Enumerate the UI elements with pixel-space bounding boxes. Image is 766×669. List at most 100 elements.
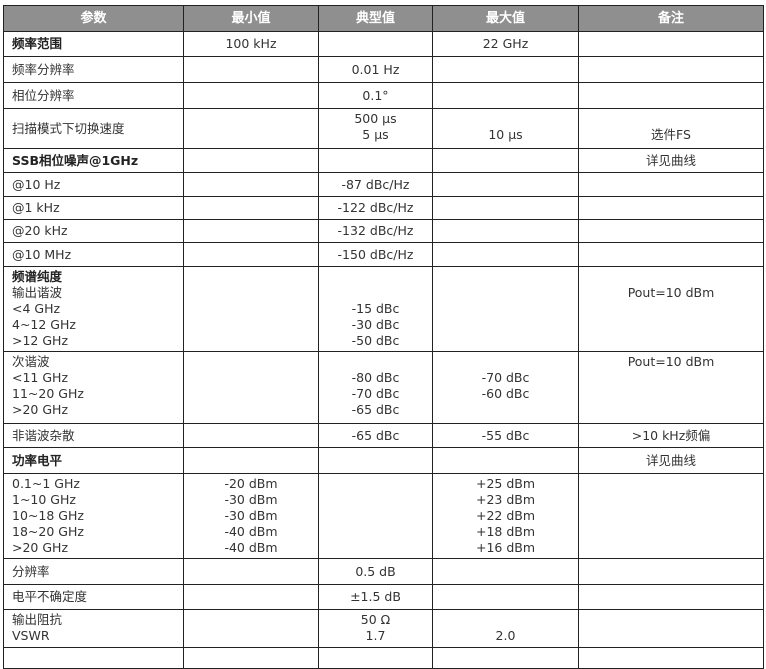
cell-line: -80 dBc <box>351 370 400 385</box>
cell-typical: -87 dBc/Hz <box>318 172 433 197</box>
cell-min <box>183 219 319 243</box>
cell-line: 1~10 GHz <box>12 492 76 507</box>
cell-line <box>190 301 312 317</box>
cell-min <box>183 447 319 474</box>
cell-min <box>183 647 319 669</box>
cell-line: @1 kHz <box>12 200 60 215</box>
cell-line: >10 kHz频偏 <box>631 427 711 443</box>
cell-notes <box>578 172 764 197</box>
cell-notes <box>578 56 764 83</box>
cell-max <box>432 219 579 243</box>
cell-typical <box>318 647 433 669</box>
cell-typical: -122 dBc/Hz <box>318 196 433 220</box>
cell-line: 分辨率 <box>12 563 50 579</box>
cell-min <box>183 196 319 220</box>
cell-line: -20 dBm <box>224 476 278 491</box>
cell-line <box>190 62 312 78</box>
cell-line <box>439 453 572 469</box>
cell-line <box>325 153 426 169</box>
cell-line: -40 dBm <box>224 540 278 555</box>
table-row: 频率分辨率 0.01 Hz <box>3 56 764 83</box>
cell-line: 输出阻抗 <box>12 612 63 627</box>
cell-max <box>432 647 579 669</box>
cell-line <box>439 223 572 239</box>
cell-line <box>585 370 757 386</box>
cell-typical: 500 μs 5 μs <box>318 108 433 149</box>
cell-notes <box>578 31 764 57</box>
cell-param: 分辨率 <box>3 558 184 585</box>
cell-line: 详见曲线 <box>645 452 696 468</box>
cell-line <box>190 428 312 444</box>
cell-notes: >10 kHz频偏 <box>578 423 764 448</box>
cell-line <box>439 354 572 370</box>
cell-line <box>439 564 572 580</box>
cell-line: @10 MHz <box>12 246 72 262</box>
cell-line <box>325 354 426 370</box>
cell-max <box>432 447 579 474</box>
cell-min: -20 dBm -30 dBm -30 dBm -40 dBm -40 dBm <box>183 473 319 559</box>
cell-line <box>190 121 312 137</box>
cell-max: -70 dBc -60 dBc <box>432 351 579 424</box>
cell-min: 100 kHz <box>183 31 319 57</box>
table-row: @10 Hz -87 dBc/Hz <box>3 172 764 197</box>
cell-min <box>183 266 319 352</box>
cell-line <box>585 247 757 263</box>
cell-line <box>190 453 312 469</box>
cell-line <box>585 88 757 104</box>
cell-line <box>585 200 757 216</box>
cell-min <box>183 584 319 610</box>
cell-param: @10 Hz <box>3 172 184 197</box>
cell-line: 电平不确定度 <box>12 589 88 604</box>
cell-notes <box>578 196 764 220</box>
cell-notes <box>578 609 764 648</box>
cell-max: 10 μs <box>432 108 579 149</box>
header-max: 最大值 <box>432 5 579 32</box>
cell-param: @10 MHz <box>3 242 184 267</box>
cell-max <box>432 242 579 267</box>
cell-line: Pout=10 dBm <box>627 285 715 300</box>
header-typical: 典型值 <box>318 5 433 32</box>
cell-line <box>190 153 312 169</box>
cell-line: 输出谐波 <box>12 285 63 300</box>
cell-notes <box>578 558 764 585</box>
cell-typical: ±1.5 dB <box>318 584 433 610</box>
cell-line: 相位分辨率 <box>12 87 75 103</box>
cell-line: +25 dBm <box>475 476 536 491</box>
cell-line: <4 GHz <box>12 301 61 316</box>
cell-min <box>183 558 319 585</box>
cell-line: -87 dBc/Hz <box>341 176 410 192</box>
cell-line <box>585 36 757 52</box>
table-row: @1 kHz -122 dBc/Hz <box>3 196 764 220</box>
table-row: @10 MHz -150 dBc/Hz <box>3 242 764 267</box>
cell-line <box>585 564 757 580</box>
cell-typical: 50 Ω 1.7 <box>318 609 433 648</box>
cell-min <box>183 423 319 448</box>
cell-line <box>585 621 757 637</box>
cell-param: 输出阻抗 VSWR <box>3 609 184 648</box>
cell-line <box>585 269 757 285</box>
table-row: 0.1~1 GHz 1~10 GHz 10~18 GHz 18~20 GHz >20 G… <box>3 473 764 559</box>
cell-max <box>432 196 579 220</box>
cell-max <box>432 56 579 83</box>
cell-line: 5 μs <box>362 127 389 142</box>
cell-line: 0.1° <box>362 87 389 103</box>
cell-line <box>190 380 312 396</box>
cell-line: -70 dBc <box>351 386 400 401</box>
cell-line: 2.0 <box>495 628 516 643</box>
cell-param: 相位分辨率 <box>3 82 184 109</box>
cell-line: -65 dBc <box>351 402 400 417</box>
cell-line: -30 dBm <box>224 508 278 523</box>
cell-line <box>190 177 312 193</box>
cell-notes: 选件FS <box>578 108 764 149</box>
cell-line: -15 dBc <box>351 301 400 316</box>
cell-line <box>439 88 572 104</box>
cell-max <box>432 584 579 610</box>
cell-param: 频谱纯度 输出谐波 <4 GHz 4~12 GHz >12 GHz <box>3 266 184 352</box>
cell-min <box>183 148 319 173</box>
cell-line <box>190 200 312 216</box>
cell-line: -30 dBc <box>351 317 400 332</box>
cell-line <box>439 612 572 628</box>
cell-notes <box>578 584 764 610</box>
cell-line: 非谐波杂散 <box>12 427 75 443</box>
cell-line: -30 dBm <box>224 492 278 507</box>
